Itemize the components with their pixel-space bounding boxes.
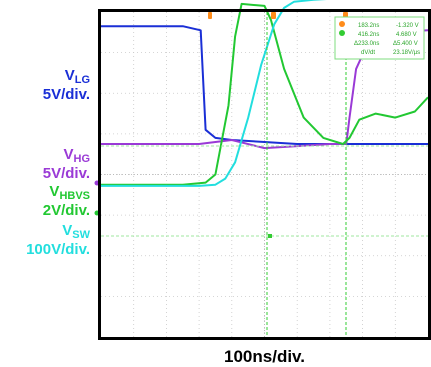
- readout-r2c1: 416.2ns: [358, 32, 379, 38]
- readout-r1c1: 183.2ns: [358, 23, 379, 29]
- cursor-b-icon: [339, 30, 345, 36]
- vsw-scale: 100V/div.: [26, 241, 90, 258]
- readout-r1c2: -1.320 V: [396, 23, 419, 29]
- cursor-readout-box: 183.2ns -1.320 V 416.2ns 4.680 V Δ233.0n…: [334, 16, 425, 60]
- ch-label-vhbvs: VHBVS 2V/div.: [10, 183, 90, 219]
- vlg-scale: 5V/div.: [42, 86, 90, 103]
- readout-r4c2: 23.18V/µs: [393, 50, 420, 56]
- trigger-position-icon: [208, 12, 212, 19]
- vsw-name: V: [62, 222, 73, 239]
- vlg-name: V: [64, 67, 75, 84]
- vhbvs-sub: HBVS: [59, 190, 90, 202]
- trace-vsw: [101, 0, 327, 187]
- vhg-sub: HG: [73, 153, 91, 165]
- readout-r4c1: dV/dt: [361, 50, 375, 56]
- ch-label-vsw: VSW 100V/div.: [2, 222, 90, 258]
- vhg-name: V: [63, 146, 74, 163]
- readout-r3c1: Δ233.0ns: [354, 41, 379, 47]
- plot-frame: [98, 9, 431, 340]
- readout-r3c2: Δ5.400 V: [393, 41, 418, 47]
- vsw-sub: SW: [72, 229, 90, 241]
- ch-label-vlg: VLG 5V/div.: [10, 67, 90, 103]
- readout-r2c2: 4.680 V: [396, 32, 417, 38]
- cursor-cross-marker: [268, 234, 272, 238]
- cursor-a-icon: [339, 21, 345, 27]
- cursor-a-tag-icon: [271, 12, 276, 19]
- vhg-scale: 5V/div.: [42, 165, 90, 182]
- vhbvs-scale: 2V/div.: [42, 202, 90, 219]
- readout-bg: [334, 16, 425, 60]
- timebase-label: 100ns/div.: [224, 347, 305, 366]
- trace-vhbvs: [101, 2, 429, 186]
- ch-label-vhg: VHG 5V/div.: [10, 146, 90, 182]
- vlg-sub: LG: [74, 74, 90, 86]
- grid: [101, 12, 428, 337]
- vhbvs-name: V: [49, 183, 60, 200]
